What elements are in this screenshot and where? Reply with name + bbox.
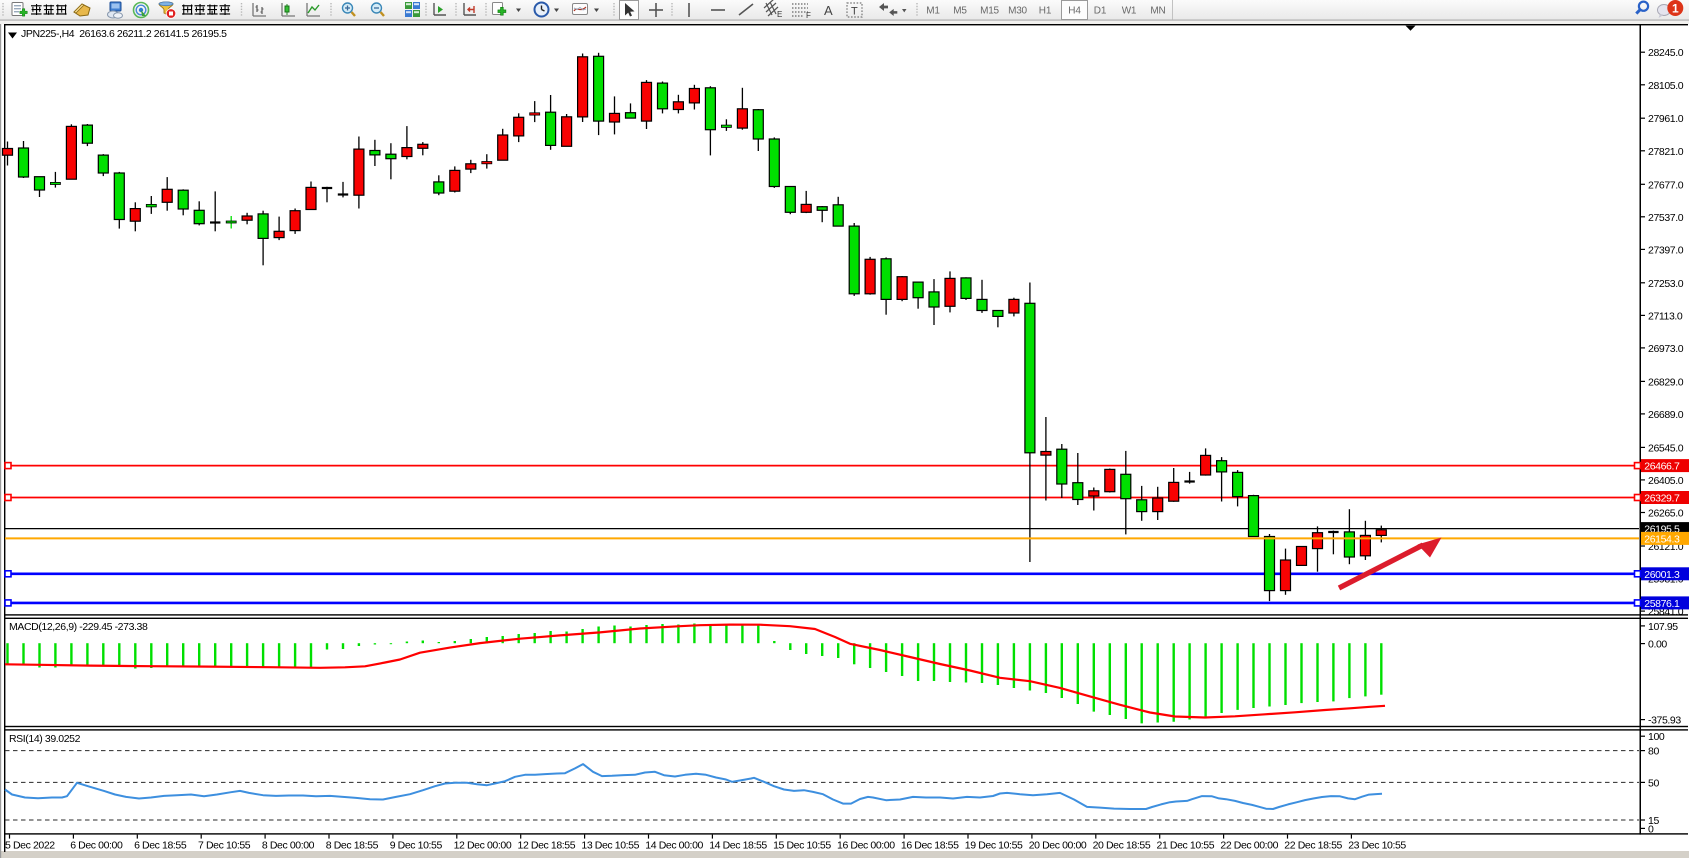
svg-text:T: T [851, 6, 858, 18]
svg-text:M5: M5 [953, 6, 967, 17]
svg-text:26405.0: 26405.0 [1648, 475, 1684, 487]
svg-text:50: 50 [1648, 777, 1659, 789]
svg-text:26265.0: 26265.0 [1648, 508, 1684, 520]
svg-text:0.00: 0.00 [1648, 639, 1667, 651]
svg-text:RSI(14) 39.0252: RSI(14) 39.0252 [9, 733, 81, 745]
svg-text:27677.0: 27677.0 [1648, 179, 1684, 191]
svg-text:M1: M1 [926, 6, 940, 17]
svg-text:M30: M30 [1008, 6, 1027, 17]
svg-text:19 Dec 10:55: 19 Dec 10:55 [965, 840, 1023, 852]
svg-text:H4: H4 [1068, 6, 1081, 17]
svg-text:27397.0: 27397.0 [1648, 244, 1684, 256]
svg-text:15 Dec 10:55: 15 Dec 10:55 [773, 840, 831, 852]
svg-text:MN: MN [1150, 6, 1165, 17]
svg-text:28245.0: 28245.0 [1648, 47, 1684, 59]
svg-text:26545.0: 26545.0 [1648, 442, 1684, 454]
svg-text:26001.3: 26001.3 [1644, 569, 1680, 581]
svg-text:20 Dec 00:00: 20 Dec 00:00 [1029, 840, 1087, 852]
svg-text:20 Dec 18:55: 20 Dec 18:55 [1093, 840, 1151, 852]
svg-text:0: 0 [1648, 823, 1654, 835]
svg-text:26829.0: 26829.0 [1648, 376, 1684, 388]
svg-text:21 Dec 10:55: 21 Dec 10:55 [1157, 840, 1215, 852]
svg-text:26466.7: 26466.7 [1644, 461, 1680, 473]
svg-text:M15: M15 [980, 6, 999, 17]
svg-text:27821.0: 27821.0 [1648, 146, 1684, 158]
svg-text:13 Dec 10:55: 13 Dec 10:55 [581, 840, 639, 852]
svg-text:100: 100 [1648, 731, 1665, 743]
svg-text:27113.0: 27113.0 [1648, 310, 1683, 322]
svg-text:16 Dec 18:55: 16 Dec 18:55 [901, 840, 959, 852]
svg-text:1: 1 [1672, 1, 1679, 15]
svg-text:7 Dec 10:55: 7 Dec 10:55 [198, 840, 251, 852]
svg-text:6 Dec 18:55: 6 Dec 18:55 [134, 840, 187, 852]
svg-text:22 Dec 00:00: 22 Dec 00:00 [1220, 840, 1278, 852]
svg-text:8 Dec 00:00: 8 Dec 00:00 [262, 840, 315, 852]
svg-text:15: 15 [1648, 815, 1659, 827]
svg-text:9 Dec 10:55: 9 Dec 10:55 [390, 840, 443, 852]
svg-text:28105.0: 28105.0 [1648, 80, 1684, 92]
svg-text:26154.3: 26154.3 [1644, 533, 1680, 545]
svg-text:27537.0: 27537.0 [1648, 212, 1684, 224]
svg-text:23 Dec 10:55: 23 Dec 10:55 [1348, 840, 1406, 852]
svg-text:107.95: 107.95 [1648, 621, 1678, 633]
svg-text:26329.7: 26329.7 [1644, 493, 1680, 505]
svg-text:A: A [824, 3, 833, 18]
svg-text:5 Dec 2022: 5 Dec 2022 [5, 840, 55, 852]
svg-text:12 Dec 18:55: 12 Dec 18:55 [518, 840, 576, 852]
svg-text:14 Dec 00:00: 14 Dec 00:00 [645, 840, 703, 852]
svg-text:H1: H1 [1039, 6, 1052, 17]
svg-text:E: E [777, 10, 782, 19]
svg-text:22 Dec 18:55: 22 Dec 18:55 [1284, 840, 1342, 852]
svg-text:D1: D1 [1094, 6, 1107, 17]
svg-text:26973.0: 26973.0 [1648, 343, 1684, 355]
svg-text:W1: W1 [1122, 6, 1137, 17]
svg-text:25876.1: 25876.1 [1644, 598, 1680, 610]
svg-text:JPN225-,H4 26163.6 26211.2 26: JPN225-,H4 26163.6 26211.2 26141.5 26195… [21, 28, 227, 40]
svg-text:12 Dec 00:00: 12 Dec 00:00 [454, 840, 512, 852]
svg-text:8 Dec 18:55: 8 Dec 18:55 [326, 840, 379, 852]
svg-text:F: F [806, 11, 811, 20]
svg-text:26689.0: 26689.0 [1648, 409, 1684, 421]
svg-text:-375.93: -375.93 [1648, 715, 1681, 727]
svg-text:27253.0: 27253.0 [1648, 278, 1684, 290]
svg-text:MACD(12,26,9) -229.45 -273.38: MACD(12,26,9) -229.45 -273.38 [9, 621, 148, 633]
svg-text:80: 80 [1648, 746, 1659, 758]
svg-text:14 Dec 18:55: 14 Dec 18:55 [709, 840, 767, 852]
svg-text:16 Dec 00:00: 16 Dec 00:00 [837, 840, 895, 852]
svg-text:27961.0: 27961.0 [1648, 113, 1684, 125]
svg-text:6 Dec 00:00: 6 Dec 00:00 [70, 840, 123, 852]
